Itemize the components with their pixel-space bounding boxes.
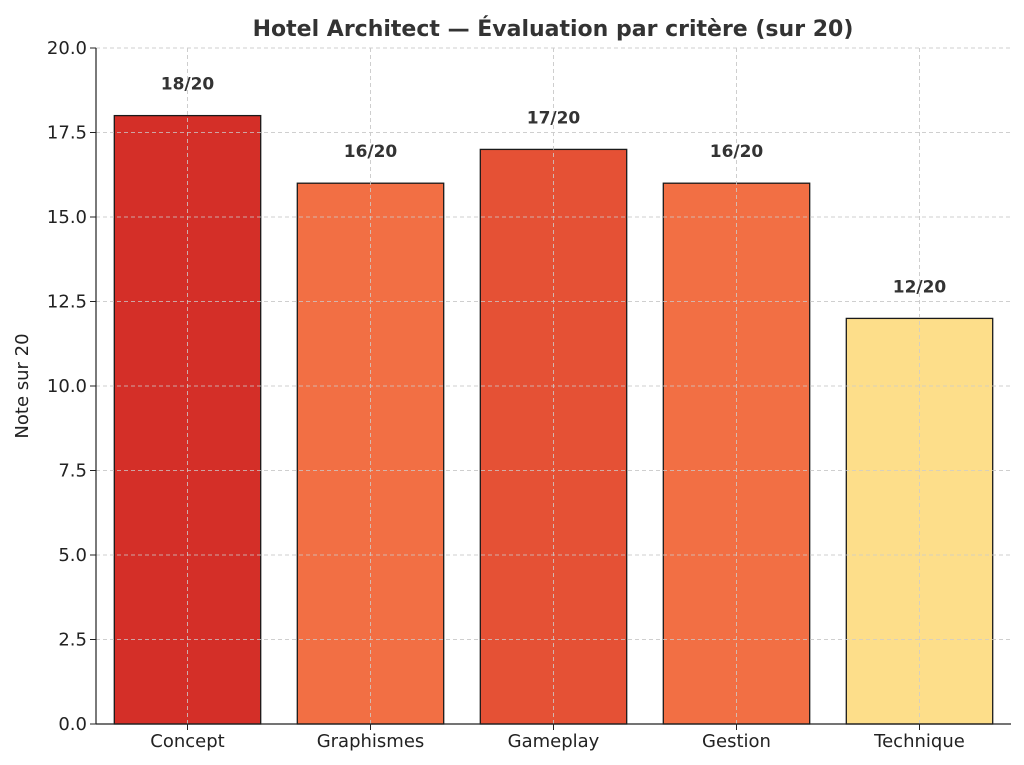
data-labels: 18/20 16/20 17/20 16/20 12/20 xyxy=(161,75,947,298)
y-tick-label: 0.0 xyxy=(58,714,87,735)
y-tick-label: 20.0 xyxy=(47,38,87,59)
y-tick-label: 10.0 xyxy=(47,376,87,397)
bar-gestion xyxy=(662,182,811,725)
data-label-concept: 18/20 xyxy=(161,75,215,95)
x-tick-label-gameplay: Gameplay xyxy=(508,731,600,752)
x-tick-label-graphismes: Graphismes xyxy=(317,731,425,752)
chart-title: Hotel Architect — Évaluation par critère… xyxy=(253,16,854,42)
x-tick-label-technique: Technique xyxy=(873,731,965,752)
y-tick-label: 12.5 xyxy=(47,292,87,313)
data-label-technique: 12/20 xyxy=(893,277,947,297)
axes: 0.0 2.5 5.0 7.5 10.0 12.5 15.0 17.5 20.0 Concept G… xyxy=(47,38,1011,752)
bar-graphismes xyxy=(296,182,445,725)
y-tick-label: 17.5 xyxy=(47,123,87,144)
y-tick-label: 7.5 xyxy=(58,461,87,482)
x-tick-label-gestion: Gestion xyxy=(702,731,771,752)
data-label-graphismes: 16/20 xyxy=(344,142,398,162)
bars xyxy=(96,47,1011,725)
data-label-gameplay: 17/20 xyxy=(527,108,581,128)
y-axis-label: Note sur 20 xyxy=(12,333,33,438)
y-tick-label: 5.0 xyxy=(58,545,87,566)
data-label-gestion: 16/20 xyxy=(710,142,764,162)
x-tick-label-concept: Concept xyxy=(150,731,224,752)
y-tick-label: 15.0 xyxy=(47,207,87,228)
y-tick-label: 2.5 xyxy=(58,630,87,651)
